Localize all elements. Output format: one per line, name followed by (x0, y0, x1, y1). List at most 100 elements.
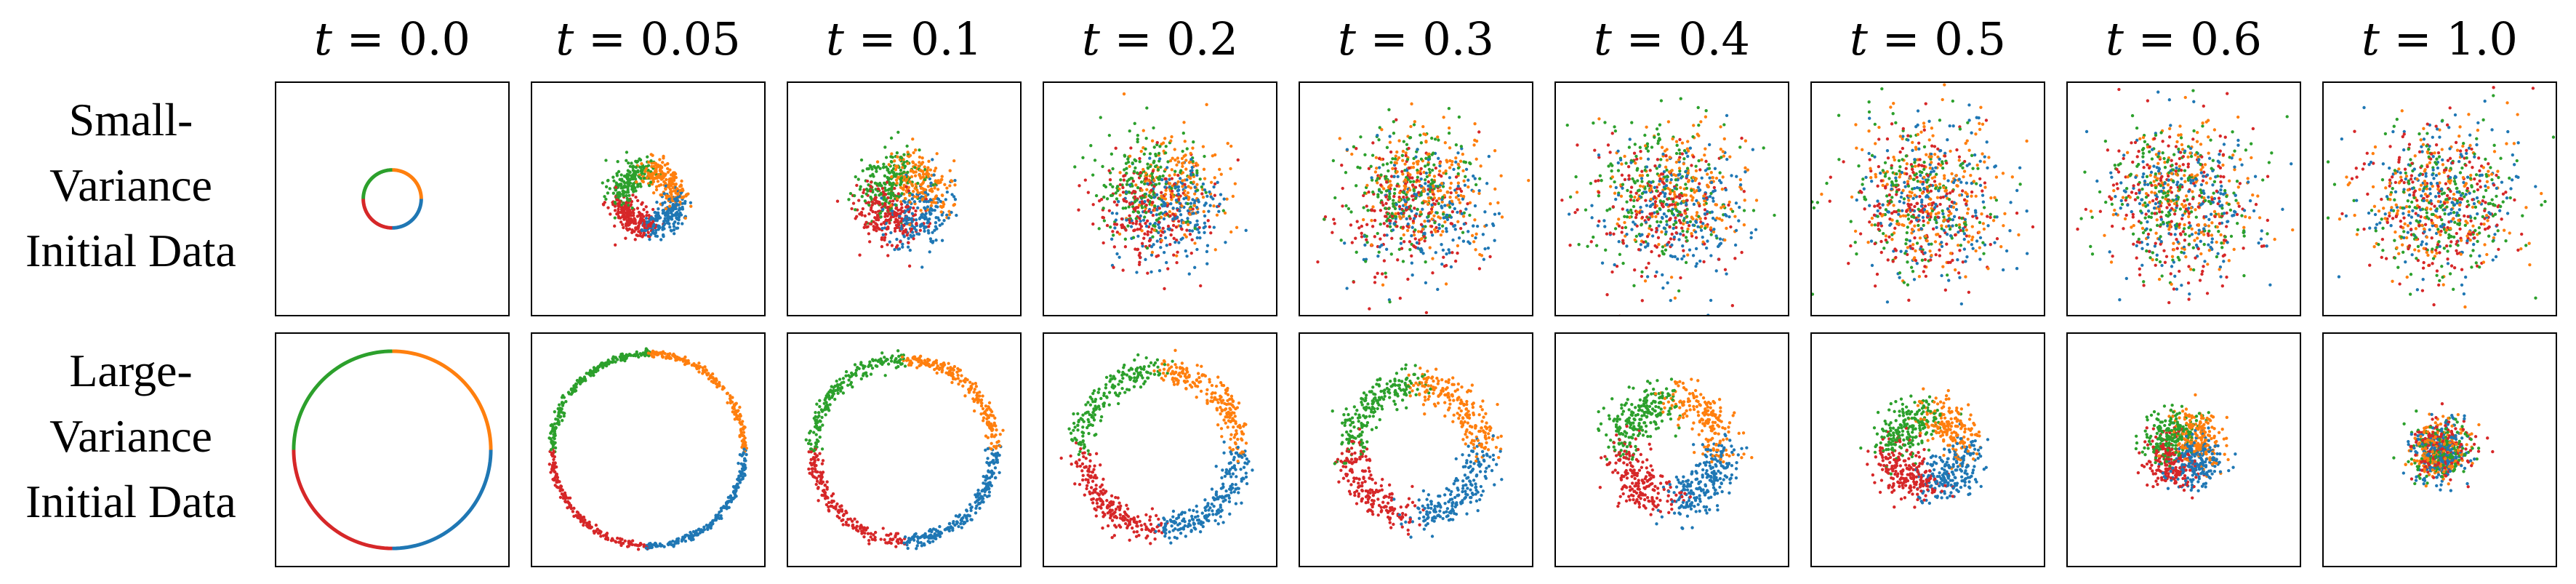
scatter-point (1640, 299, 1644, 303)
scatter-point (1597, 156, 1601, 159)
scatter-point (1183, 189, 1187, 193)
scatter-point (872, 220, 875, 224)
scatter-point (1105, 223, 1110, 228)
scatter-point (1211, 154, 1214, 158)
scatter-point (1605, 293, 1609, 297)
scatter-point (1696, 185, 1700, 189)
scatter-point (1355, 146, 1358, 151)
scatter-point (1447, 126, 1451, 130)
scatter-point (661, 233, 665, 237)
scatter-point (1458, 226, 1463, 231)
scatter-point (2212, 191, 2215, 195)
scatter-point (1930, 242, 1933, 246)
scatter-point (923, 177, 927, 182)
scatter-point (1643, 133, 1647, 137)
scatter-point (2155, 218, 2159, 222)
scatter-point (1478, 177, 1482, 180)
scatter-point (1918, 158, 1922, 161)
column-title: t = 0.0 (275, 7, 510, 71)
scatter-point (1869, 169, 1873, 173)
scatter-point (679, 213, 683, 217)
scatter-point (1170, 228, 1174, 232)
scatter-point (1360, 231, 1363, 235)
scatter-point (1636, 167, 1640, 170)
scatter-point (1456, 166, 1461, 170)
scatter-point (1891, 112, 1895, 116)
scatter-point (639, 185, 643, 188)
scatter-point (1127, 205, 1131, 209)
scatter-point (950, 210, 953, 215)
scatter-point (1181, 149, 1184, 153)
scatter-point (608, 187, 611, 191)
scatter-point (1738, 183, 1743, 187)
scatter-point (1887, 235, 1891, 239)
scatter-point (924, 212, 928, 215)
scatter-point (1885, 300, 1890, 304)
scatter-point (1195, 173, 1199, 177)
scatter-point (618, 194, 622, 198)
scatter-point (1926, 212, 1930, 216)
scatter-point (1728, 155, 1732, 159)
scatter-point (1971, 235, 1975, 239)
scatter-point (847, 198, 851, 201)
scatter-point (856, 199, 861, 202)
scatter-point (1145, 219, 1149, 223)
scatter-point (1406, 198, 1410, 201)
scatter-point (1388, 180, 1392, 183)
scatter-point (919, 223, 923, 227)
scatter-point (1682, 233, 1685, 237)
scatter-point (1962, 247, 1967, 251)
scatter-point (1965, 234, 1969, 238)
scatter-point (1129, 225, 1133, 228)
scatter-point (901, 245, 904, 249)
scatter-point (1157, 225, 1161, 230)
scatter-point (1389, 161, 1393, 164)
scatter-point (1143, 215, 1147, 219)
scatter-point (1893, 158, 1896, 162)
scatter-point (920, 215, 925, 220)
scatter-point (1924, 274, 1928, 279)
scatter-point (1377, 138, 1381, 142)
scatter-point (1205, 262, 1209, 265)
scatter-point (1903, 180, 1906, 185)
scatter-point (1872, 213, 1877, 217)
scatter-point (945, 186, 949, 190)
scatter-point (1447, 248, 1450, 252)
scatter-point (1427, 215, 1430, 219)
scatter-point (1379, 209, 1383, 212)
scatter-point (1175, 163, 1179, 167)
scatter-point (630, 228, 634, 232)
scatter-point (1650, 228, 1653, 232)
scatter-point (1429, 207, 1434, 211)
scatter-point (1392, 222, 1396, 225)
scatter-point (653, 210, 657, 215)
scatter-point (1704, 226, 1707, 230)
scatter-point (1170, 177, 1174, 180)
column-title-equals: = (2379, 12, 2447, 65)
scatter-point (1110, 211, 1115, 215)
scatter-point (662, 192, 666, 196)
scatter-point (933, 208, 936, 212)
scatter-point (630, 231, 634, 234)
scatter-point (861, 169, 864, 172)
scatter-point (1926, 195, 1930, 199)
scatter-point (1450, 202, 1455, 207)
scatter-point (1437, 223, 1441, 227)
scatter-point (1646, 244, 1650, 247)
scatter-point (1157, 207, 1162, 210)
scatter-point (1204, 191, 1208, 194)
scatter-point (893, 247, 896, 252)
scatter-point (619, 183, 623, 186)
scatter-point (1433, 137, 1437, 141)
scatter-point (1913, 158, 1917, 161)
scatter-point (1159, 246, 1163, 249)
scatter-point (2222, 260, 2226, 263)
scatter-point (1925, 239, 1929, 243)
scatter-point (1892, 155, 1895, 159)
scatter-point (877, 183, 880, 187)
scatter-point (1729, 207, 1733, 211)
scatter-point (1362, 206, 1365, 209)
column-title-equals: = (1355, 12, 1423, 65)
scatter-point (884, 198, 888, 201)
scatter-point (1937, 189, 1941, 193)
